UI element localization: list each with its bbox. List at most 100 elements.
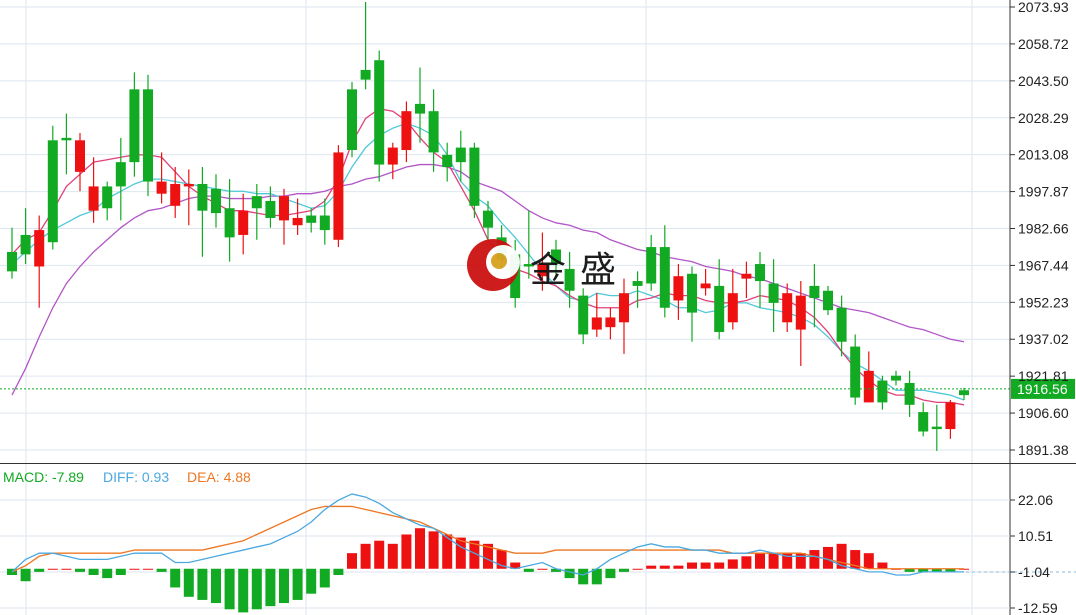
current-price-label: 1916.56 xyxy=(1017,381,1068,397)
candle xyxy=(292,198,303,235)
candle xyxy=(102,181,113,221)
macd-lines xyxy=(11,493,964,576)
macd-bar xyxy=(170,568,181,588)
macd-bar xyxy=(319,568,330,588)
candle xyxy=(156,152,167,204)
price-tick-label: 1906.60 xyxy=(1018,405,1069,421)
candle xyxy=(47,125,58,250)
price-axis: 2073.93 2058.72 2043.50 2028.29 2013.08 1997.… xyxy=(1010,0,1069,458)
candle xyxy=(347,82,357,158)
macd-dea-line xyxy=(11,505,964,573)
price-tick-label: 1997.87 xyxy=(1018,184,1069,200)
candle xyxy=(143,74,153,197)
candle xyxy=(20,208,31,265)
macd-bar xyxy=(265,568,276,607)
macd-bar xyxy=(374,540,385,569)
legend-diff: DIFF: 0.93 xyxy=(103,469,169,485)
candle xyxy=(809,264,820,328)
macd-bar xyxy=(564,568,575,579)
candle xyxy=(727,268,738,330)
macd-bar xyxy=(224,568,235,610)
candle xyxy=(755,251,765,308)
price-tick-label: 1937.02 xyxy=(1018,331,1069,347)
candle xyxy=(401,101,412,163)
macd-bar xyxy=(211,568,221,604)
macd-bar xyxy=(156,568,167,572)
macd-bar xyxy=(823,546,833,569)
candle xyxy=(768,259,779,333)
candle xyxy=(88,157,99,223)
candle xyxy=(211,174,221,228)
macd-bar xyxy=(428,531,439,569)
macd-bar xyxy=(714,562,725,569)
candle xyxy=(619,278,629,354)
macd-bar xyxy=(333,568,344,575)
candle xyxy=(591,293,602,337)
macd-bar xyxy=(238,568,249,613)
candle xyxy=(306,208,317,233)
candle xyxy=(265,186,276,228)
macd-bar xyxy=(143,568,153,570)
macd-bar xyxy=(483,543,493,569)
price-tick-label: 1952.23 xyxy=(1018,294,1069,310)
candle xyxy=(578,288,589,345)
candle xyxy=(129,72,140,177)
candle xyxy=(673,264,684,320)
macd-bar xyxy=(619,568,629,572)
macd-bar xyxy=(700,562,711,569)
macd-bar xyxy=(727,559,738,569)
candle xyxy=(605,307,616,340)
macd-legend: MACD: -7.89 DIFF: 0.93 DEA: 4.88 xyxy=(3,469,251,485)
macd-bar xyxy=(61,568,72,570)
price-tick-label: 2043.50 xyxy=(1018,73,1069,89)
macd-bar xyxy=(850,550,861,569)
macd-bar xyxy=(523,568,534,572)
candle xyxy=(714,259,725,340)
macd-bar xyxy=(931,568,942,572)
macd-bar xyxy=(47,568,58,570)
macd-bar xyxy=(496,550,507,569)
macd-bar xyxy=(755,553,765,569)
candle xyxy=(523,210,534,279)
candle xyxy=(333,145,344,248)
macd-bar xyxy=(183,568,194,597)
macd-tick-label: -1.04 xyxy=(1018,564,1050,580)
candle xyxy=(632,271,643,308)
price-tick-label: 1921.81 xyxy=(1018,368,1069,384)
macd-bar xyxy=(347,553,357,569)
candle xyxy=(319,198,330,245)
macd-bar xyxy=(836,543,847,569)
candle xyxy=(374,50,385,182)
macd-bar xyxy=(387,543,398,569)
macd-bar xyxy=(659,565,670,569)
macd-bar xyxy=(768,553,779,569)
macd-bar xyxy=(442,534,453,569)
candle xyxy=(360,1,371,90)
macd-tick-label: -12.59 xyxy=(1018,600,1058,615)
macd-bar xyxy=(795,553,806,569)
candle xyxy=(918,402,929,437)
macd-bar xyxy=(251,568,262,610)
macd-bar xyxy=(102,568,113,579)
macd-bar xyxy=(292,568,303,600)
price-tick-label: 2058.72 xyxy=(1018,36,1069,52)
macd-bar xyxy=(88,568,99,575)
candle xyxy=(741,261,752,299)
candle xyxy=(7,227,17,279)
price-tick-label: 2028.29 xyxy=(1018,110,1069,126)
candle xyxy=(115,137,126,221)
candle xyxy=(415,67,425,143)
macd-bar xyxy=(551,568,561,572)
candle xyxy=(428,89,439,172)
macd-bar xyxy=(578,568,589,585)
current-price-line: 1916.56 xyxy=(0,378,1075,399)
legend-macd: MACD: -7.89 xyxy=(3,469,84,485)
candle xyxy=(945,399,956,439)
macd-tick-label: 10.51 xyxy=(1018,528,1053,544)
candle xyxy=(387,142,398,180)
macd-grid xyxy=(0,499,1076,609)
price-tick-label: 1891.38 xyxy=(1018,442,1069,458)
macd-bar xyxy=(605,568,616,579)
macd-histogram xyxy=(7,528,969,613)
candle xyxy=(238,193,249,255)
